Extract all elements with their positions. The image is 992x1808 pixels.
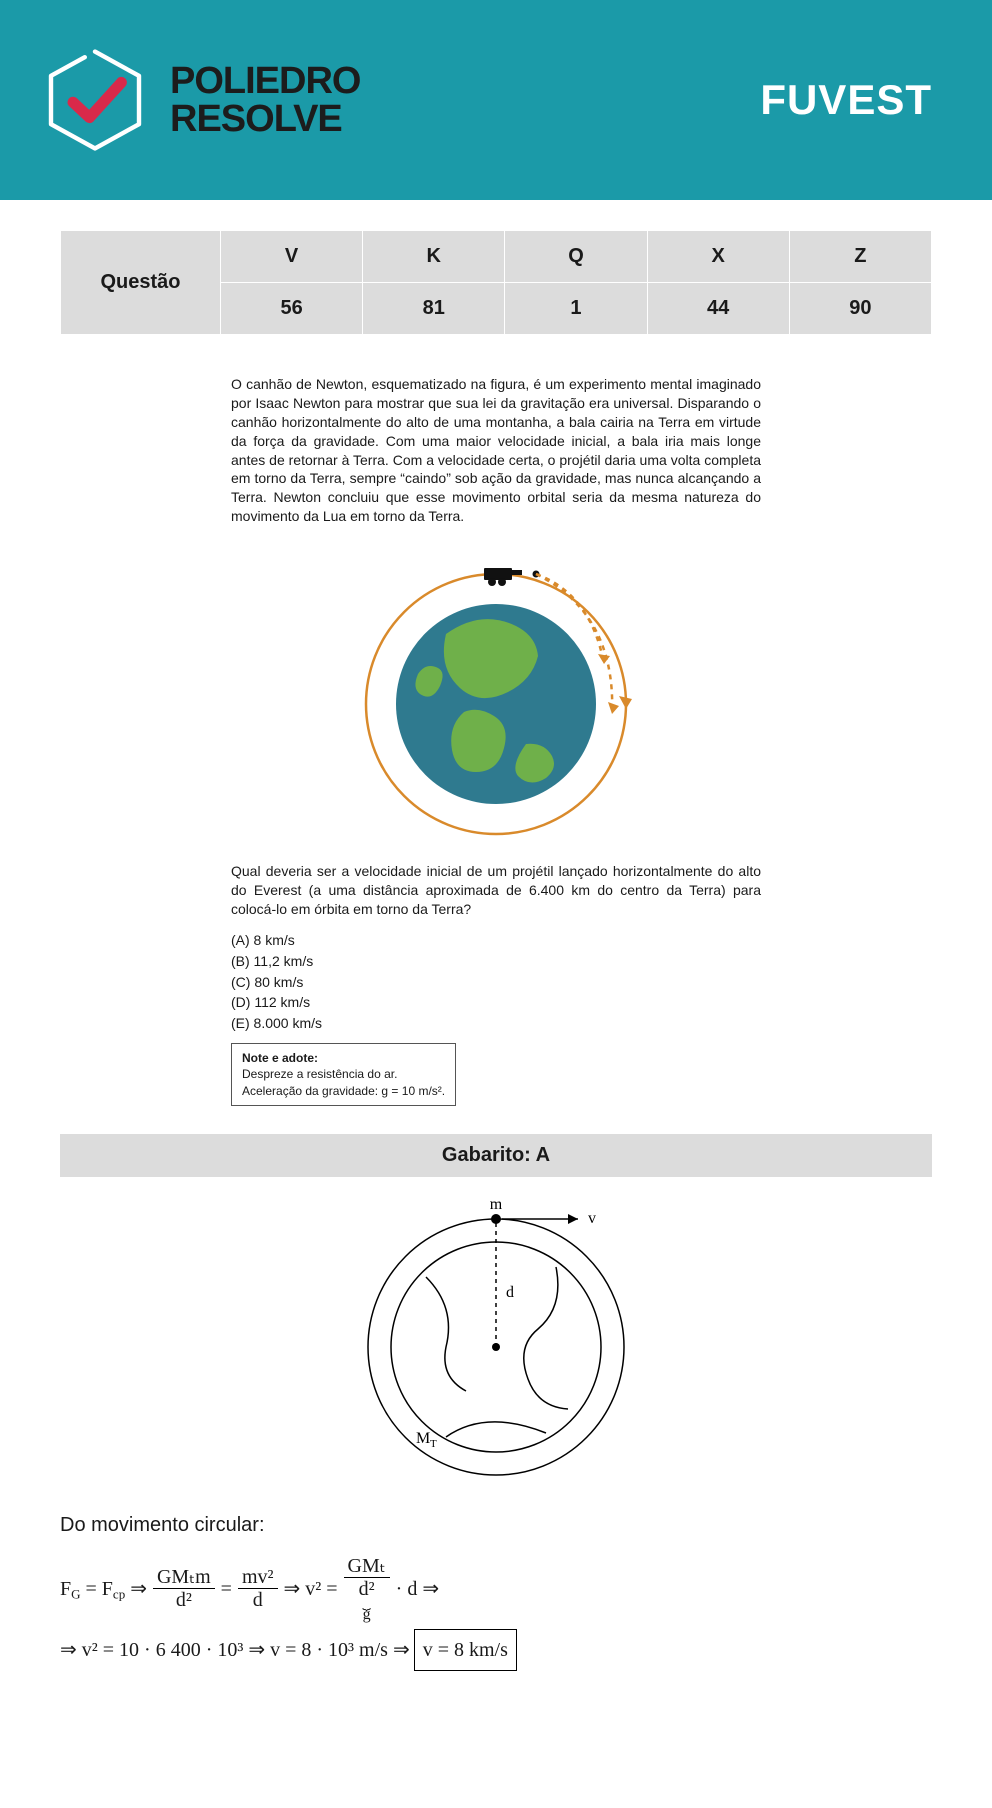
svg-text:v: v <box>588 1210 596 1227</box>
table-col-X: X <box>647 231 789 283</box>
table-col-Q: Q <box>505 231 647 283</box>
svg-text:m: m <box>490 1196 503 1213</box>
option-A: (A) 8 km/s <box>231 931 761 950</box>
answer-options: (A) 8 km/s (B) 11,2 km/s (C) 80 km/s (D)… <box>231 931 761 1033</box>
solution-intro: Do movimento circular: <box>60 1507 932 1543</box>
table-val-K: 81 <box>363 283 505 335</box>
note-title: Note e adote: <box>242 1051 318 1065</box>
note-line-2: Aceleração da gravidade: g = 10 m/s². <box>242 1084 445 1098</box>
eq1-frac2-den: d <box>249 1589 267 1611</box>
brand-block: POLIEDRO RESOLVE <box>40 45 360 155</box>
gabarito-bar: Gabarito: A <box>60 1134 932 1177</box>
eq1-frac1-den: d² <box>172 1589 196 1611</box>
earth-figure <box>346 544 646 844</box>
svg-text:d: d <box>506 1284 514 1301</box>
solution-eq-2: ⇒ v² = 10 · 6 400 · 10³ ⇒ v = 8 · 10³ m/… <box>60 1629 932 1671</box>
question-number-table: Questão V K Q X Z 56 81 1 44 90 <box>60 230 932 335</box>
eq1-frac2-num: mv² <box>238 1566 278 1589</box>
table-val-V: 56 <box>221 283 363 335</box>
eq1-frac1-num: GMₜm <box>153 1566 215 1589</box>
eq1-g-label: g <box>363 1608 371 1622</box>
note-box: Note e adote: Despreze a resistência do … <box>231 1043 456 1106</box>
option-E: (E) 8.000 km/s <box>231 1014 761 1033</box>
eq2-boxed: v = 8 km/s <box>414 1629 517 1671</box>
brand-text: POLIEDRO RESOLVE <box>170 62 360 138</box>
question-paragraph-1: O canhão de Newton, esquematizado na fig… <box>231 375 761 526</box>
option-D: (D) 112 km/s <box>231 993 761 1012</box>
page-content: Questão V K Q X Z 56 81 1 44 90 O canhão… <box>0 200 992 1717</box>
table-val-X: 44 <box>647 283 789 335</box>
question-body: O canhão de Newton, esquematizado na fig… <box>231 375 761 1106</box>
eq2-pre: ⇒ v² = 10 · 6 400 · 10³ ⇒ v = 8 · 10³ m/… <box>60 1632 410 1668</box>
brand-line-2: RESOLVE <box>170 100 360 138</box>
table-val-Q: 1 <box>505 283 647 335</box>
brand-line-1: POLIEDRO <box>170 62 360 100</box>
table-col-V: V <box>221 231 363 283</box>
note-line-1: Despreze a resistência do ar. <box>242 1067 397 1081</box>
option-B: (B) 11,2 km/s <box>231 952 761 971</box>
table-col-Z: Z <box>789 231 931 283</box>
table-col-K: K <box>363 231 505 283</box>
solution-text: Do movimento circular: FG = Fcp ⇒ GMₜmd²… <box>60 1507 932 1671</box>
svg-text:M: M <box>416 1430 430 1447</box>
solution-diagram: m v d M T <box>316 1187 676 1487</box>
eq1-frac3-num: GMₜ <box>344 1555 390 1578</box>
question-paragraph-2: Qual deveria ser a velocidade inicial de… <box>231 862 761 919</box>
table-rowhead: Questão <box>61 231 221 335</box>
solution-block: m v d M T Do movimento circular: FG = Fc… <box>60 1187 932 1671</box>
header: POLIEDRO RESOLVE FUVEST <box>0 0 992 200</box>
option-C: (C) 80 km/s <box>231 973 761 992</box>
eq1-post: · d ⇒ <box>396 1571 439 1607</box>
solution-eq-1: FG = Fcp ⇒ GMₜmd² = mv²d ⇒ v² = GMₜd² ⏟ … <box>60 1555 932 1623</box>
svg-text:T: T <box>430 1438 437 1450</box>
brand-logo-icon <box>40 45 150 155</box>
table-val-Z: 90 <box>789 283 931 335</box>
exam-name: FUVEST <box>760 76 932 124</box>
